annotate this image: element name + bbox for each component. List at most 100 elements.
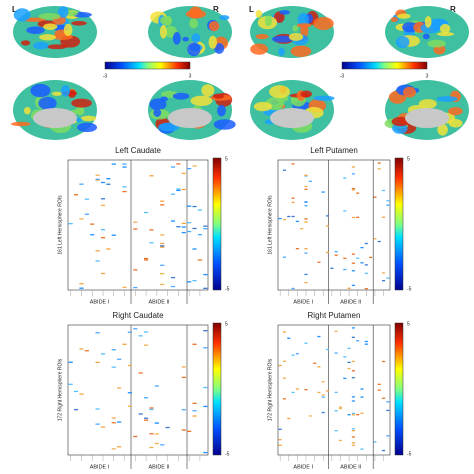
y-axis-label: 172 Right Hemisphere ROIs bbox=[57, 358, 63, 421]
heatmap-cell bbox=[282, 377, 287, 379]
heatmap-cell bbox=[143, 417, 149, 419]
heatmap-cell bbox=[154, 385, 159, 387]
heatmap-cell bbox=[351, 173, 355, 175]
brain-blob bbox=[213, 119, 236, 130]
colorbar bbox=[212, 322, 222, 456]
heatmap-cell bbox=[68, 222, 73, 225]
brain-blob bbox=[30, 83, 51, 98]
heatmap-cell bbox=[278, 438, 282, 441]
colorbar-max: 3 bbox=[189, 73, 192, 79]
heatmap-cell bbox=[106, 248, 111, 250]
heatmap-cell bbox=[111, 366, 116, 368]
heatmap-cell bbox=[203, 347, 208, 349]
heatmap-cell bbox=[203, 405, 208, 408]
heatmap-cell bbox=[321, 411, 325, 414]
heatmap-cell bbox=[133, 286, 138, 289]
heatmap-cell bbox=[100, 237, 106, 239]
heatmap-cell bbox=[181, 172, 186, 175]
brain-blob bbox=[51, 91, 63, 96]
brain-blob bbox=[153, 108, 162, 117]
heatmap-cell bbox=[127, 392, 133, 394]
brain-medial bbox=[33, 108, 77, 128]
brain-blob bbox=[39, 34, 56, 41]
heatmap-cell bbox=[351, 327, 355, 329]
heatmap-cell bbox=[133, 269, 138, 271]
x-group-label: ABIDE I bbox=[293, 464, 313, 470]
heatmap-cell bbox=[351, 166, 355, 168]
heatmap-cell bbox=[304, 174, 308, 176]
heatmap-cell bbox=[373, 238, 377, 240]
colorbar-min: -5 bbox=[225, 286, 230, 292]
heatmap-cell bbox=[386, 435, 390, 437]
heatmap-cell bbox=[295, 388, 299, 390]
x-group-label: ABIDE I bbox=[293, 299, 313, 305]
heatmap-cell bbox=[160, 245, 165, 247]
heatmap-cell bbox=[100, 229, 106, 231]
brain-blob bbox=[402, 22, 418, 33]
heatmap-cell bbox=[343, 257, 347, 259]
heatmap-cell bbox=[192, 415, 197, 417]
heatmap-cell bbox=[160, 242, 165, 245]
brain-blob bbox=[190, 95, 213, 107]
heatmap-cell bbox=[386, 277, 390, 279]
brain-blob bbox=[46, 44, 68, 50]
heatmap-cell bbox=[304, 201, 308, 203]
colorbar-max: 5 bbox=[225, 321, 228, 327]
brain-blob bbox=[313, 95, 335, 101]
heatmap-cell bbox=[143, 211, 149, 214]
heatmap-cell bbox=[351, 336, 355, 338]
heatmap-cell bbox=[351, 414, 355, 416]
colorbar-max: 5 bbox=[407, 321, 410, 327]
brain-blob bbox=[172, 32, 181, 45]
heatmap-cell bbox=[321, 394, 325, 396]
heatmap-cell bbox=[317, 391, 321, 394]
heatmap-cell bbox=[111, 417, 116, 419]
heatmap-cell bbox=[187, 430, 192, 433]
heatmap-cell bbox=[278, 428, 282, 430]
brain-blob bbox=[253, 101, 273, 112]
heatmap-cell bbox=[127, 405, 133, 407]
brain-medial bbox=[405, 108, 449, 128]
brain-view bbox=[250, 80, 335, 140]
heatmap-cell bbox=[287, 215, 291, 218]
y-axis-label: 161 Left Hemisphere ROIs bbox=[267, 195, 273, 255]
colorbar-max: 5 bbox=[407, 156, 410, 162]
heatmap-cell bbox=[176, 163, 181, 165]
heatmap-cell bbox=[369, 256, 373, 259]
hemisphere-label: R bbox=[450, 5, 456, 14]
heatmap-cell bbox=[79, 183, 84, 185]
x-group-label: ABIDE II bbox=[340, 464, 362, 470]
heatmap-cell bbox=[317, 335, 321, 338]
plot-area bbox=[277, 324, 391, 456]
heatmap-cell bbox=[351, 444, 355, 447]
heatmap-cell bbox=[343, 268, 347, 271]
heatmap-cell bbox=[377, 162, 381, 164]
heatmap-cell bbox=[73, 390, 79, 393]
brain-blob bbox=[424, 16, 432, 28]
heatmap-cell bbox=[278, 364, 282, 367]
heatmap-cell bbox=[295, 220, 299, 223]
heatmap-cell bbox=[127, 364, 133, 367]
heatmap-cell bbox=[133, 228, 138, 230]
heatmap-cell bbox=[197, 259, 203, 261]
heatmap-cell bbox=[100, 426, 106, 428]
panel-title: Left Caudate bbox=[115, 146, 161, 155]
heatmap-cell bbox=[160, 204, 165, 206]
heatmap-cell bbox=[143, 259, 149, 261]
heatmap-cell bbox=[321, 396, 325, 398]
heatmap-cell bbox=[287, 337, 291, 339]
brain-blob bbox=[26, 26, 45, 35]
heatmap-cell bbox=[364, 242, 368, 245]
hemisphere-label: L bbox=[249, 5, 254, 14]
brain-view bbox=[11, 80, 98, 140]
heatmap-cell bbox=[291, 197, 295, 199]
hemisphere-label: L bbox=[12, 5, 17, 14]
heatmap-cell bbox=[282, 398, 287, 400]
brain-blob bbox=[422, 33, 430, 40]
brain-blob bbox=[71, 21, 87, 26]
heatmap-cell bbox=[338, 439, 343, 442]
heatmap-cell bbox=[127, 331, 133, 333]
heatmap-cell bbox=[360, 448, 364, 450]
heatmap-cell bbox=[308, 180, 312, 182]
heatmap-cell bbox=[338, 407, 343, 410]
